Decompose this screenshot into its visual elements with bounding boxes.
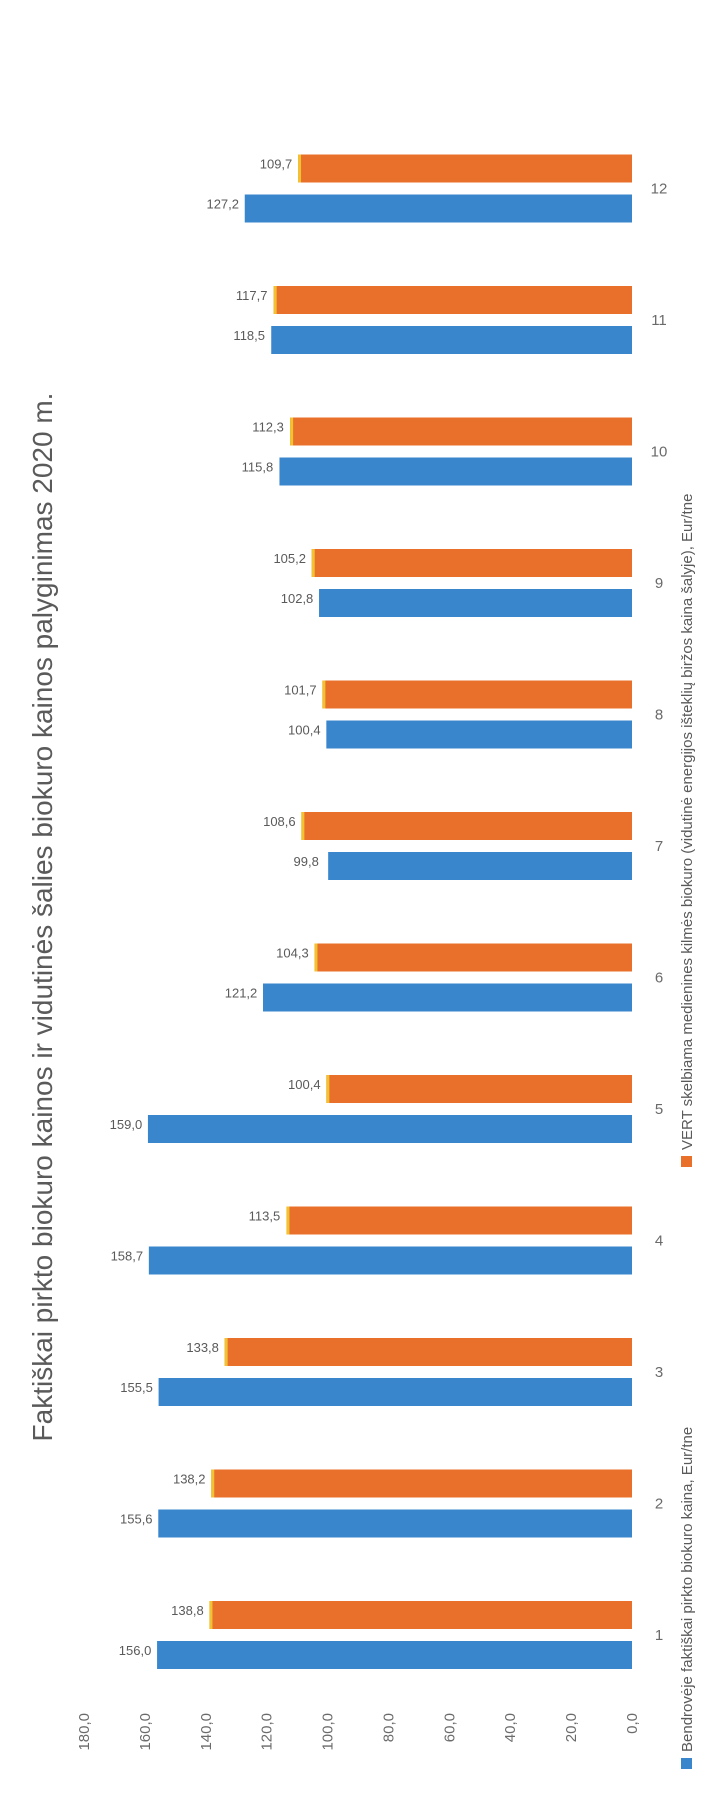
x-tick-label: 5 (655, 1101, 663, 1118)
data-label: 155,5 (120, 1380, 153, 1395)
bar-series-1 (147, 1115, 633, 1143)
y-tick-label: 180,0 (76, 1713, 93, 1751)
bar-series-1 (263, 983, 632, 1012)
y-tick-label: 140,0 (198, 1713, 215, 1751)
bar-top-edge (290, 417, 294, 446)
bar-series-1 (157, 1641, 632, 1669)
y-axis: 0,0 20,0 40,0 60,0 80,0 100,0 120,0 140,0 160,0 1… (76, 1713, 641, 1751)
x-tick-label: 7 (655, 838, 663, 855)
bar-top-edge (298, 154, 302, 183)
y-tick-label: 120,0 (259, 1713, 276, 1751)
bar-series-2 (311, 549, 632, 577)
y-tick-label: 80,0 (380, 1713, 397, 1742)
legend-label-series-2: VERT skelbiama medienines kilmės biokuro… (679, 494, 696, 1150)
y-tick-label: 100,0 (320, 1713, 337, 1751)
data-label: 138,2 (173, 1472, 206, 1487)
x-tick-label: 1 (655, 1627, 663, 1644)
bar-top-edge (286, 1206, 290, 1235)
bar-series-1 (244, 194, 632, 223)
x-tick-label: 8 (655, 707, 663, 724)
x-tick-label: 4 (655, 1233, 663, 1250)
data-label: 158,7 (111, 1249, 144, 1264)
legend-swatch-series-1 (681, 1758, 692, 1769)
x-tick-label: 12 (651, 181, 668, 198)
data-label: 99,8 (294, 854, 319, 869)
data-label: 100,4 (288, 1077, 321, 1092)
bar-series-1 (279, 457, 632, 486)
bar-series-group (147, 154, 633, 1669)
bar-series-2 (224, 1338, 633, 1366)
bar-series-1 (271, 326, 632, 354)
y-tick-label: 160,0 (137, 1713, 154, 1751)
data-label: 105,2 (273, 551, 306, 566)
data-label: 117,7 (236, 288, 268, 303)
data-label: 112,3 (252, 420, 284, 435)
data-label: 100,4 (288, 723, 321, 738)
bar-series-2 (209, 1601, 632, 1629)
data-label: 101,7 (284, 683, 317, 698)
data-label: 113,5 (249, 1209, 281, 1224)
data-label: 118,5 (233, 328, 265, 343)
bar-series-2 (326, 1075, 632, 1103)
bar-top-edge (211, 1469, 215, 1498)
y-tick-label: 40,0 (502, 1713, 519, 1742)
y-tick-label: 20,0 (563, 1713, 580, 1742)
bar-top-edge (301, 812, 305, 840)
bar-top-edge (314, 943, 318, 972)
bar-series-1 (148, 1246, 632, 1275)
bar-series-2 (290, 417, 632, 446)
bar-series-1 (319, 589, 632, 617)
bar-series-2 (322, 680, 632, 709)
data-label: 104,3 (276, 946, 309, 961)
data-label: 121,2 (225, 986, 258, 1001)
bar-top-edge (311, 549, 315, 577)
bar-top-edge (322, 680, 326, 709)
data-label: 156,0 (119, 1643, 152, 1658)
x-tick-label: 2 (655, 1496, 663, 1513)
bar-top-edge (209, 1601, 213, 1629)
bar-top-edge (224, 1338, 228, 1366)
data-label: 102,8 (281, 591, 314, 606)
data-label: 115,8 (242, 460, 274, 475)
data-label: 127,2 (206, 197, 239, 212)
x-tick-label: 3 (655, 1364, 663, 1381)
y-tick-label: 60,0 (441, 1713, 458, 1742)
bar-series-2 (211, 1469, 632, 1498)
bar-series-1 (328, 852, 632, 880)
data-label: 155,6 (120, 1512, 153, 1527)
x-tick-label: 6 (655, 970, 663, 987)
legend: Bendrovėje faktiškai pirkto biokuro kain… (679, 494, 696, 1769)
bar-series-2 (314, 943, 632, 972)
bar-series-2 (286, 1206, 632, 1235)
legend-swatch-series-2 (681, 1156, 692, 1167)
bar-top-edge (273, 286, 277, 314)
bar-series-2 (301, 812, 632, 840)
bar-series-1 (158, 1378, 632, 1406)
bar-top-edge (326, 1075, 330, 1103)
data-label: 159,0 (110, 1117, 143, 1132)
y-tick-label: 0,0 (624, 1713, 641, 1734)
bar-series-2 (273, 286, 632, 314)
x-tick-label: 11 (651, 312, 667, 329)
bar-series-1 (326, 720, 632, 749)
data-label: 108,6 (263, 814, 296, 829)
chart-title: Faktiškai pirkto biokuro kainos ir vidut… (27, 393, 58, 1442)
bar-series-2 (298, 154, 632, 183)
x-tick-label: 10 (651, 444, 668, 461)
data-label: 109,7 (260, 157, 293, 172)
x-tick-label: 9 (655, 575, 663, 592)
data-label: 133,8 (186, 1340, 219, 1355)
legend-label-series-1: Bendrovėje faktiškai pirkto biokuro kain… (679, 1427, 696, 1752)
data-labels-group: 156,0 138,8 155,6 138,2 155,5 133,8 158,7 113,5… (110, 157, 321, 1659)
data-label: 138,8 (171, 1603, 204, 1618)
bar-series-1 (158, 1509, 632, 1538)
